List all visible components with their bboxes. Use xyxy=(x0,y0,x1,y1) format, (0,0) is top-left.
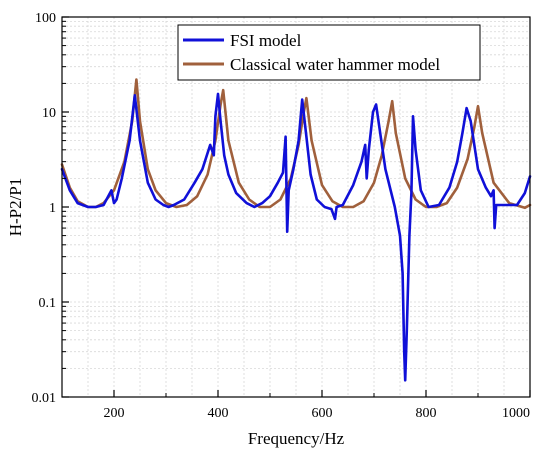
y-tick-label: 1 xyxy=(49,201,56,216)
series-layer xyxy=(60,78,532,382)
x-tick-label: 800 xyxy=(416,406,437,421)
x-tick-label: 600 xyxy=(312,406,333,421)
x-tick-label: 1000 xyxy=(502,406,530,421)
legend: FSI model Classical water hammer model xyxy=(177,24,481,81)
y-axis-title: H-P2/P1 xyxy=(6,178,25,237)
x-tick-labels: 200 400 600 800 1000 xyxy=(104,406,531,421)
series-line-fsi xyxy=(60,92,532,382)
y-tick-label: 100 xyxy=(35,11,56,26)
legend-label-classical: Classical water hammer model xyxy=(230,55,440,74)
y-tick-labels: 0.01 0.1 1 10 100 xyxy=(32,11,57,406)
tick-marks xyxy=(62,16,531,398)
legend-box xyxy=(177,24,481,81)
legend-label-fsi: FSI model xyxy=(230,31,302,50)
y-tick-label: 0.01 xyxy=(32,391,57,406)
x-axis-title: Frequency/Hz xyxy=(248,429,345,448)
y-tick-label: 10 xyxy=(42,106,56,121)
y-tick-label: 0.1 xyxy=(39,296,57,311)
x-tick-label: 400 xyxy=(208,406,229,421)
x-tick-label: 200 xyxy=(104,406,125,421)
